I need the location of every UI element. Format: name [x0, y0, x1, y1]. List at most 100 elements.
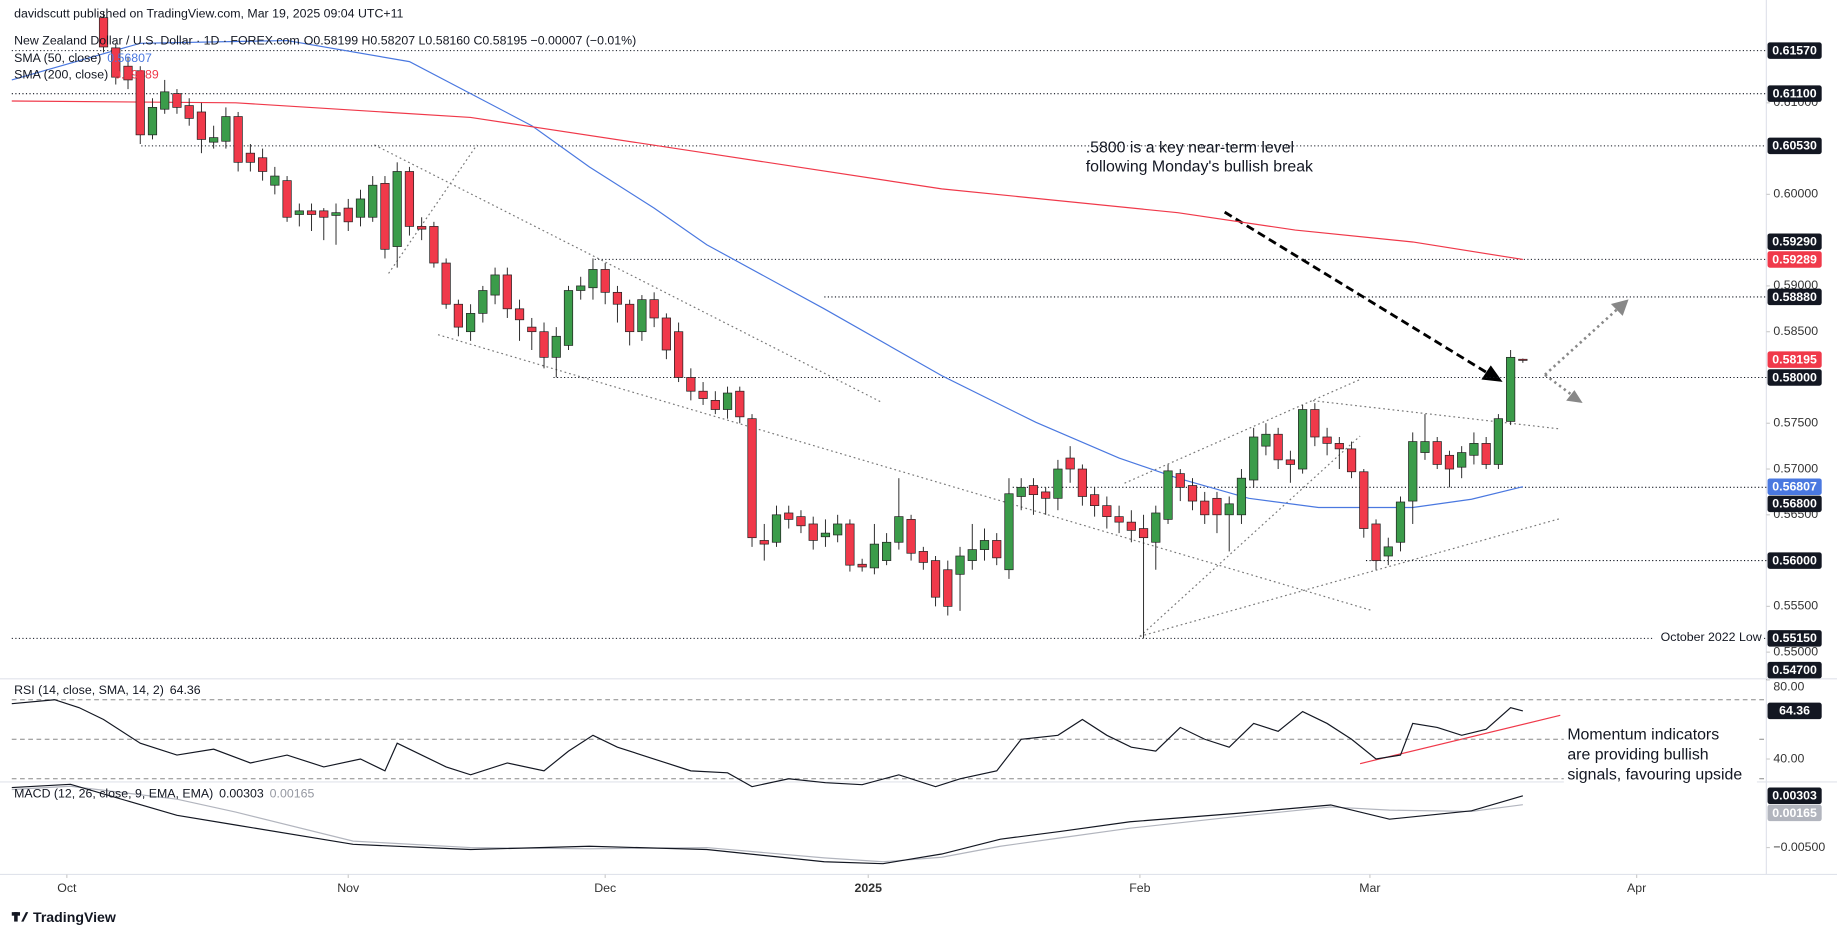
candle-body — [1273, 433, 1283, 461]
candle-body — [796, 516, 806, 527]
candle-body — [270, 175, 280, 186]
candle-body — [441, 262, 451, 305]
candle-body — [1114, 516, 1124, 523]
trendline — [1312, 400, 1561, 430]
x-tick-label: Mar — [1359, 881, 1380, 895]
candle-body — [698, 390, 708, 399]
price-label-bg — [1767, 351, 1822, 368]
indicator-title: RSI (14, close, SMA, 14, 2) — [14, 683, 164, 697]
candle-body — [1102, 505, 1112, 517]
candle-body — [514, 308, 525, 321]
candle-body — [196, 111, 207, 140]
x-tick-label: Feb — [1129, 881, 1150, 895]
indicator-label-bg — [1767, 702, 1822, 720]
candle-body — [1151, 512, 1161, 543]
candle-body — [258, 157, 268, 172]
level-label-bg — [1767, 495, 1822, 513]
candle-body — [992, 540, 1002, 559]
candle-body — [1200, 500, 1210, 516]
level-label: 0.60530 — [1772, 139, 1817, 153]
candle-body — [1518, 358, 1528, 361]
candle-body — [1236, 477, 1247, 516]
candle-body — [343, 207, 353, 223]
candle-body — [135, 70, 145, 136]
candle-body — [1126, 521, 1136, 531]
candle-body — [918, 551, 928, 563]
candle-body — [404, 171, 415, 227]
indicator-label: 0.00303 — [1772, 789, 1817, 803]
candle-body — [1090, 494, 1100, 507]
level-label: 0.56800 — [1772, 497, 1817, 511]
y-tick-label: 40.00 — [1773, 751, 1804, 765]
arrow — [1544, 373, 1575, 398]
level-label-bg — [1767, 85, 1822, 102]
candle-body — [1322, 436, 1332, 444]
candle-body — [771, 514, 782, 543]
x-tick-label: 2025 — [855, 881, 883, 895]
candle-body — [1261, 433, 1271, 447]
price-label: 0.58195 — [1772, 352, 1817, 366]
candle-body — [674, 331, 684, 378]
y-tick-label: 0.57000 — [1773, 461, 1818, 475]
arrowhead — [1566, 390, 1583, 404]
candle-body — [857, 563, 867, 568]
candle-body — [1077, 468, 1087, 497]
level-label: 0.55150 — [1772, 631, 1817, 645]
candle-body — [820, 532, 831, 538]
candle-body — [930, 560, 941, 598]
legend-value: 0.00165 — [270, 787, 315, 801]
candle-body — [894, 516, 904, 543]
publisher: davidscutt published on TradingView.com,… — [14, 6, 403, 20]
level-label-bg — [1767, 288, 1822, 306]
candle-body — [111, 47, 121, 78]
level-label: 0.58880 — [1772, 290, 1817, 304]
trendline — [1124, 378, 1361, 484]
indicator-line — [11, 783, 1524, 865]
level-label-bg — [1767, 369, 1822, 386]
annotation: are providing bullish — [1567, 747, 1708, 764]
rsi-trendline — [1359, 714, 1561, 765]
candle-body — [845, 523, 855, 566]
x-tick-label: Oct — [57, 881, 77, 895]
candle-body — [1041, 491, 1051, 499]
candle-body — [1493, 418, 1503, 465]
candle-body — [306, 210, 317, 215]
legend-value: 0.00303 — [219, 787, 264, 801]
candle-body — [368, 184, 378, 218]
candle-body — [282, 180, 292, 218]
arrowhead — [1610, 299, 1629, 316]
logo: TradingView — [11, 909, 117, 925]
candle-body — [1469, 443, 1479, 456]
indicator-line — [11, 699, 1524, 788]
candle-body — [1224, 503, 1234, 516]
trendline — [437, 334, 1373, 612]
level-label: 0.61570 — [1772, 43, 1817, 57]
candle-body — [661, 317, 671, 351]
level-label: 0.61100 — [1773, 87, 1817, 101]
candle-body — [123, 65, 133, 81]
trendline — [1139, 517, 1561, 637]
candle-body — [1371, 523, 1381, 561]
candle-body — [710, 400, 720, 410]
logo-mark — [14, 912, 18, 922]
candle-body — [882, 541, 892, 561]
candle-body — [466, 313, 476, 333]
y-tick-label: −0.00500 — [1773, 840, 1825, 854]
candle-body — [233, 116, 243, 163]
symbol: New Zealand Dollar / U.S. Dollar · 1D · … — [14, 34, 300, 48]
y-tick-label: 0.60000 — [1773, 187, 1818, 201]
candle-body — [649, 299, 659, 319]
candle-body — [184, 105, 194, 119]
brand: TradingView — [33, 909, 117, 925]
candle-body — [563, 290, 574, 346]
plot — [11, 11, 1767, 865]
candle-body — [637, 299, 647, 333]
annotation-bg — [1563, 723, 1757, 783]
candle-body — [1481, 443, 1491, 465]
candle-body — [1285, 459, 1295, 465]
candle-body — [1359, 471, 1369, 529]
candle-body — [527, 326, 537, 333]
candle-body — [1028, 485, 1039, 496]
candle-body — [588, 269, 598, 289]
